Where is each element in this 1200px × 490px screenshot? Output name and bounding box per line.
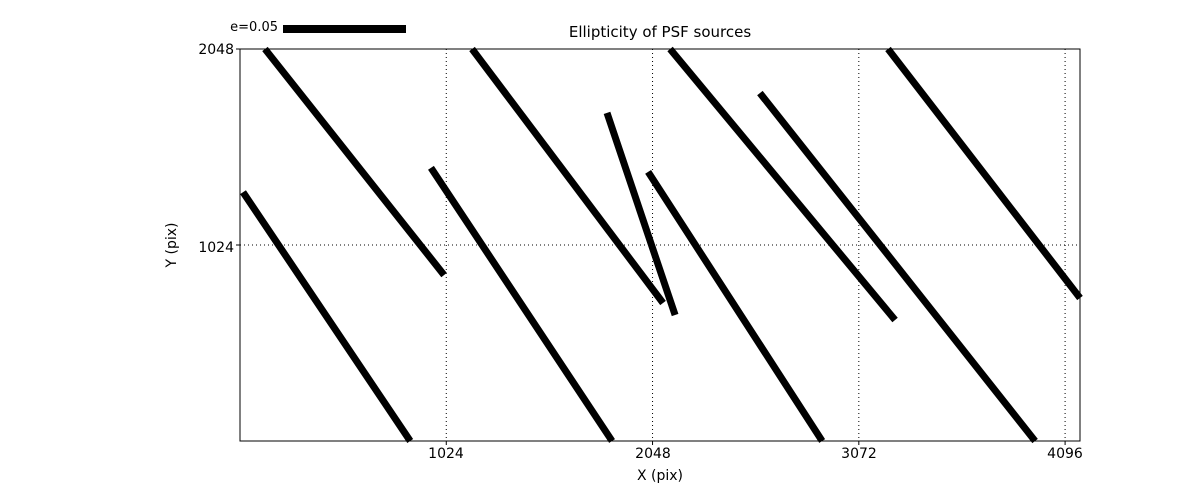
x-tick-label-3072: 3072 xyxy=(841,446,877,462)
legend-line-swatch xyxy=(283,25,406,33)
y-axis-label: Y (pix) xyxy=(164,222,180,268)
x-axis-label: X (pix) xyxy=(636,468,684,484)
x-tick-label-2048: 2048 xyxy=(635,446,671,462)
x-tick-label-1024: 1024 xyxy=(428,446,464,462)
y-tick-label-1024: 1024 xyxy=(198,240,234,256)
legend-label: e=0.05 xyxy=(230,20,278,35)
chart-title: Ellipticity of PSF sources xyxy=(568,23,752,41)
x-tick-label-4096: 4096 xyxy=(1047,446,1083,462)
y-tick-label-2048: 2048 xyxy=(198,42,234,58)
